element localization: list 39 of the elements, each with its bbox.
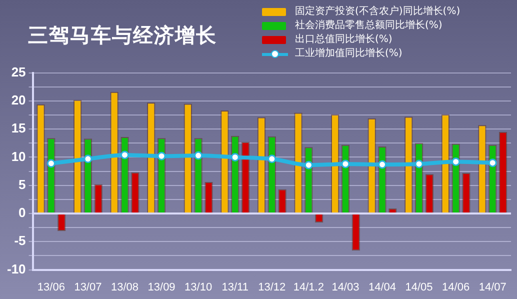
chart-title: 三驾马车与经济增长 [28,22,217,49]
point [268,154,276,164]
x-tick-label: 14/04 [368,281,396,294]
point [46,159,56,168]
y-tick-label: 5 [18,176,26,192]
y-tick-label: 25 [11,64,26,80]
x-tick-label: 13/07 [74,281,102,294]
x-tick-label: 13/11 [222,281,248,294]
legend-label: 工业增加值同比增长(%) [295,47,402,61]
x-tick-label: 13/10 [184,281,212,294]
point [120,150,130,160]
x-tick-label: 14/07 [478,281,506,294]
y-tick-label: -5 [14,233,26,248]
x-tick-label: 14/1.2 [293,281,324,294]
point [194,151,203,160]
x-tick-label: 13/09 [148,281,176,294]
y-tick-label: 15 [11,120,26,136]
point [488,158,497,168]
point [341,160,350,168]
point [378,160,386,169]
x-tick-label: 13/12 [258,281,286,294]
x-tick-label: 13/08 [110,281,139,294]
legend-label: 固定资产投资(不含农户)同比增长(%) [295,5,460,19]
y-tick-label: 10 [11,148,26,164]
x-tick-label: 14/03 [332,281,360,294]
x-tick-label: 14/05 [405,281,433,294]
legend-label: 出口总值同比增长(%) [295,33,392,47]
point [230,152,240,162]
x-tick-label: 14/06 [442,281,470,294]
x-tick-label: 13/06 [37,281,65,294]
point [414,160,424,168]
point [304,160,313,170]
legend-label: 社会消费品零售总额同比增长(%) [295,19,442,33]
y-tick-label: 20 [11,92,26,108]
point [84,154,92,164]
y-tick-label: 0 [18,205,26,220]
y-tick-label: -10 [6,261,26,276]
point [452,157,460,166]
point [157,152,166,160]
